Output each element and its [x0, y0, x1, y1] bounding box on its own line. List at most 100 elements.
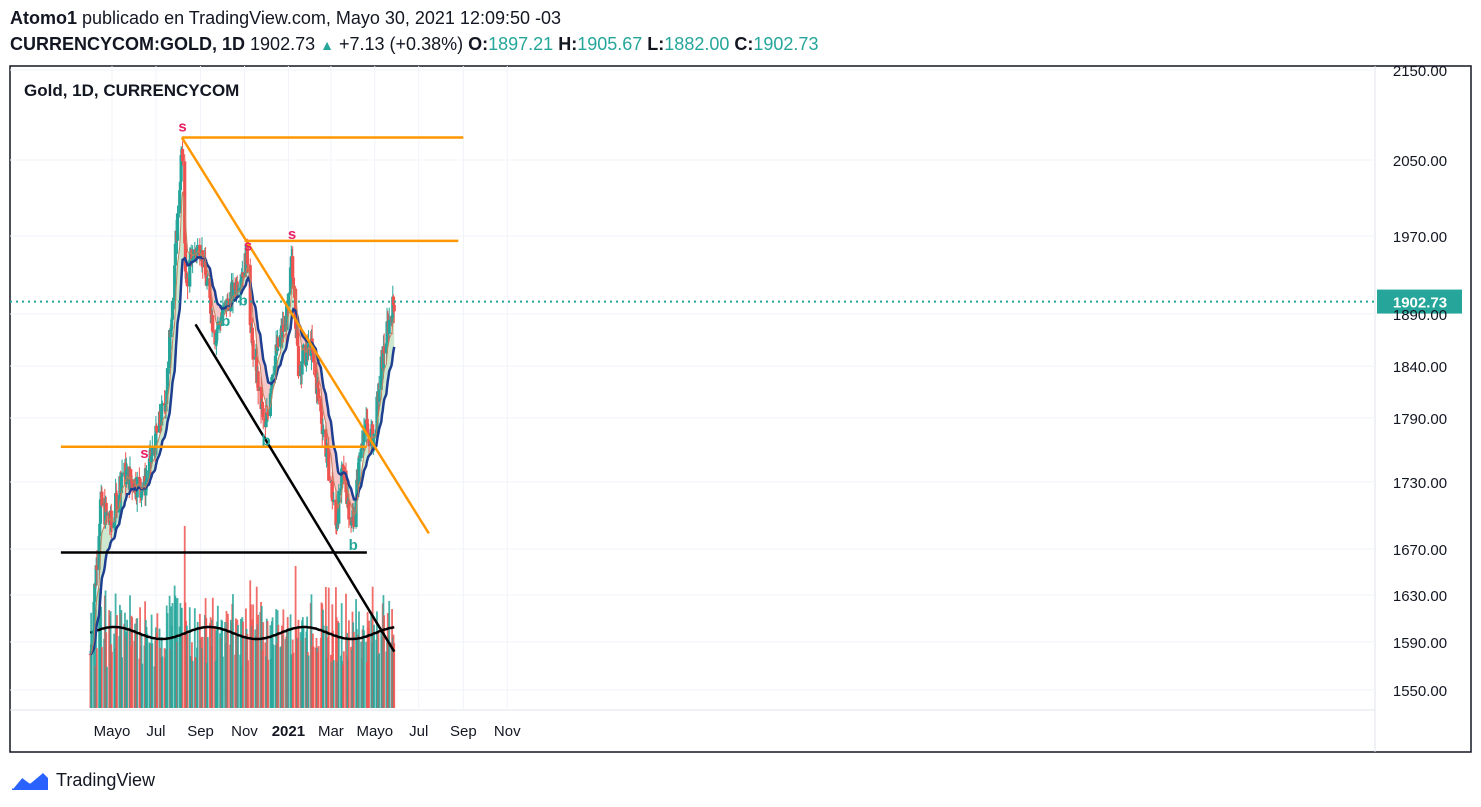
volume-bar: [166, 613, 169, 708]
axes: 2150.00 2050.00 1970.00 1890.00 1840.00 1790.…: [94, 63, 1447, 740]
price-tick-label: 2050.00: [1393, 153, 1447, 170]
candle-body: [186, 278, 190, 287]
price-tick-label: 1590.00: [1393, 635, 1447, 652]
volume-bar: [383, 615, 386, 708]
candle-body: [235, 281, 239, 293]
candle-body: [317, 388, 321, 399]
candle-body: [160, 404, 164, 426]
descending-channel-line: [194, 323, 396, 653]
candle-body: [95, 565, 99, 570]
candle-body: [196, 244, 200, 249]
candle-body: [94, 565, 98, 586]
price-tick-label: 2150.00: [1393, 63, 1447, 80]
volume-bar: [146, 633, 149, 708]
candle-body: [382, 346, 386, 354]
candle-body: [188, 260, 192, 287]
sell-signal-label: s: [288, 226, 296, 243]
candle-body: [269, 388, 273, 394]
time-tick-label: Nov: [231, 723, 258, 740]
author-name[interactable]: Atomo1: [10, 8, 77, 28]
candle-body: [301, 344, 306, 349]
volume-bars: [89, 525, 396, 708]
volume-bar: [111, 651, 113, 708]
candle-body: [296, 346, 301, 377]
candle-body: [240, 278, 244, 280]
tradingview-brand[interactable]: TradingView: [8, 768, 155, 792]
time-tick-label: 2021: [272, 723, 305, 740]
candle-body: [214, 333, 218, 344]
candle-body: [375, 396, 379, 430]
volume-bar: [196, 621, 199, 708]
volume-bar: [388, 600, 391, 708]
candle-body: [214, 343, 218, 345]
volume-bar: [247, 660, 249, 708]
candle-body: [246, 264, 250, 266]
time-tick-label: Sep: [450, 723, 477, 740]
time-tick-label: Mayo: [356, 723, 393, 740]
volume-bar: [368, 620, 370, 708]
volume-bar: [176, 597, 179, 708]
volume-bar: [95, 648, 98, 708]
buy-signal-label: b: [238, 292, 247, 309]
candle-body: [273, 355, 278, 375]
low-label: L:: [647, 34, 665, 54]
candle-body: [301, 348, 305, 364]
candle-body: [179, 155, 183, 182]
candle-body: [300, 363, 304, 375]
volume-bar: [262, 622, 265, 708]
buy-signal-label: b: [261, 433, 270, 450]
time-tick-label: Sep: [187, 723, 214, 740]
candle-body: [119, 476, 123, 494]
open-label: O:: [468, 34, 489, 54]
candle-body: [100, 491, 104, 506]
candle-body: [255, 356, 259, 384]
volume-bar: [201, 636, 204, 708]
volume-bar: [237, 624, 239, 708]
volume-bar: [297, 619, 300, 708]
volume-bar: [267, 659, 270, 708]
candle-body: [344, 470, 348, 493]
candle-body: [377, 389, 381, 402]
candle-body: [165, 368, 170, 391]
volume-bar: [131, 617, 134, 708]
ohlc-legend: CURRENCYCOM:GOLD, 1D 1902.73 ▲ +7.13 (+0…: [10, 33, 818, 56]
price-tick-label: 1970.00: [1393, 229, 1447, 246]
candle-body: [130, 479, 134, 488]
candle-body: [129, 469, 133, 480]
candle-body: [285, 304, 289, 330]
candle-body: [265, 412, 270, 415]
candle-body: [319, 411, 324, 424]
descending-trendline: [180, 136, 430, 535]
candle-body: [112, 522, 116, 529]
chart-title: Gold, 1D, CURRENCYCOM: [24, 81, 239, 100]
candle-body: [178, 190, 182, 214]
candle-body: [354, 500, 358, 527]
candle-body: [261, 408, 265, 418]
volume-bar: [327, 587, 330, 708]
tradingview-logo-icon: [10, 770, 48, 790]
candle-body: [314, 362, 318, 378]
candle-body: [321, 430, 325, 435]
candle-body: [105, 512, 109, 514]
candle-body: [362, 429, 366, 443]
candles: [88, 141, 396, 663]
candle-body: [145, 477, 149, 480]
candle-body: [104, 502, 108, 513]
candle-body: [327, 449, 331, 481]
candle-body: [387, 320, 391, 334]
candle-body: [281, 324, 285, 332]
symbol-label[interactable]: CURRENCYCOM:GOLD, 1D: [10, 34, 246, 54]
volume-bar: [353, 631, 355, 708]
candle-body: [345, 492, 349, 504]
candle-body: [366, 423, 370, 433]
time-tick-label: Nov: [494, 723, 521, 740]
candle-body: [147, 458, 152, 478]
candle-body: [173, 243, 177, 266]
volume-bar: [171, 602, 174, 708]
candle-body: [324, 453, 329, 457]
candle-body: [103, 502, 108, 525]
candle-body: [372, 433, 376, 439]
candle-body: [250, 327, 254, 341]
candle-body: [169, 328, 173, 338]
